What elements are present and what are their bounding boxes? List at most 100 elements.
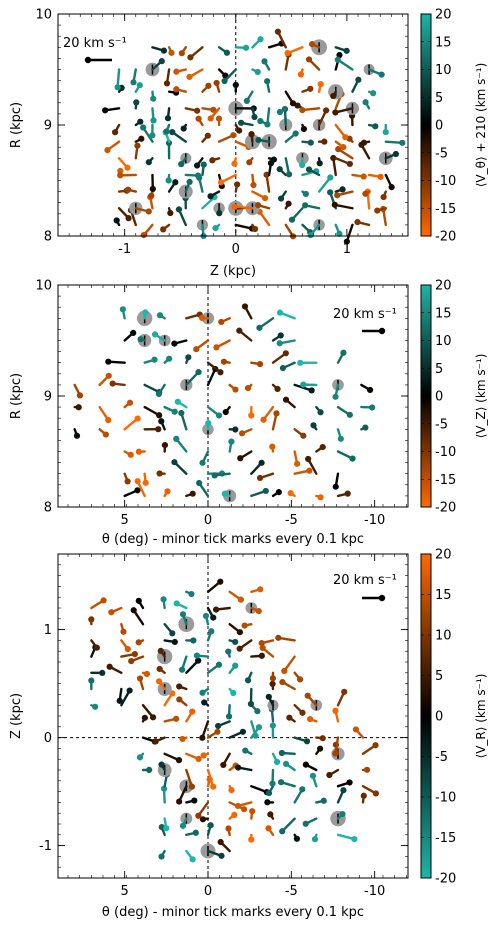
x-tick-label: -10 (364, 513, 385, 528)
vector-head (138, 135, 145, 142)
vector-head (134, 142, 141, 149)
velocity-vector (160, 596, 167, 610)
velocity-vector (184, 107, 201, 114)
velocity-vector (305, 455, 318, 475)
vector-head (255, 136, 262, 144)
vector-head (270, 156, 278, 163)
velocity-vector (119, 306, 126, 320)
velocity-vector (185, 849, 196, 863)
vector-head (279, 678, 286, 686)
y-axis-label-top: R (kpc) (9, 102, 24, 148)
vector-head (199, 459, 206, 466)
vector-head (210, 106, 217, 113)
vector-head (113, 217, 120, 224)
arrow-key-bottom: 20 km s⁻¹ (333, 573, 397, 602)
y-axis-label-middle: R (kpc) (9, 373, 24, 419)
velocity-vector (193, 652, 210, 659)
velocity-vector (140, 223, 154, 239)
velocity-vector (235, 764, 253, 772)
vector-head (242, 44, 250, 51)
vector-head (155, 426, 162, 433)
velocity-vector (213, 202, 225, 217)
vector-head (220, 761, 227, 769)
velocity-vector (367, 173, 384, 180)
velocity-vector (185, 590, 195, 598)
velocity-vector (228, 438, 235, 453)
vector-head (372, 742, 379, 749)
vector-head (258, 459, 265, 466)
velocity-vector (244, 671, 253, 684)
vector-head (88, 616, 95, 623)
vector-head (167, 209, 174, 217)
colorbar-bottom: 20 15 10 5 0 -5 -10 -15 -20 ⟨V_R⟩ (km s⁻¹) (420, 548, 488, 887)
vector-head (195, 115, 202, 122)
vector-head (188, 783, 196, 790)
velocity-vector (88, 677, 95, 691)
vector-head (302, 202, 309, 209)
vector-head (320, 797, 327, 804)
velocity-vector (277, 190, 287, 202)
velocity-vector (187, 46, 204, 61)
velocity-vector (367, 90, 377, 97)
vector-head (326, 771, 333, 779)
velocity-vector (228, 662, 239, 674)
vector-head (232, 386, 239, 393)
velocity-vector (148, 190, 155, 199)
velocity-vector (286, 714, 296, 723)
velocity-vector (198, 312, 215, 325)
vector-head (179, 735, 186, 743)
velocity-vector (302, 761, 318, 772)
vector-head (169, 128, 176, 136)
velocity-vector (281, 655, 296, 674)
vector-head (274, 28, 282, 35)
velocity-vector (279, 361, 296, 372)
velocity-vector (317, 174, 334, 193)
velocity-vector (178, 46, 187, 57)
velocity-vector (90, 703, 99, 710)
velocity-vector (212, 606, 231, 613)
vector-head (201, 699, 208, 706)
vector-head (248, 131, 255, 138)
vector-head (158, 853, 165, 860)
vector-head (195, 812, 202, 819)
arrow-key-top: 20 km s⁻¹ (63, 36, 127, 64)
velocity-vector (135, 448, 146, 455)
velocity-vector (351, 76, 362, 93)
velocity-vector (251, 223, 259, 233)
velocity-vector (174, 398, 188, 409)
velocity-vector (336, 450, 356, 462)
vector-head (207, 822, 214, 829)
velocity-vector (301, 139, 314, 146)
velocity-vector (228, 426, 239, 433)
velocity-vector (228, 383, 239, 393)
vector-head (231, 811, 238, 818)
velocity-vector (276, 309, 296, 320)
x-axis-label-bottom: θ (deg) - minor tick marks every 0.1 kpc (102, 905, 364, 920)
vector-head (305, 455, 312, 463)
velocity-vector (199, 687, 210, 696)
velocity-vector (231, 157, 238, 167)
vector-head (105, 358, 112, 365)
vector-head (160, 47, 168, 54)
vector-head (282, 350, 289, 357)
vector-head (332, 483, 339, 490)
velocity-vector (250, 459, 265, 475)
vector-head (352, 726, 360, 733)
velocity-vector (145, 58, 165, 77)
velocity-vector (238, 428, 253, 437)
velocity-vector (282, 396, 296, 409)
velocity-vector (196, 479, 210, 498)
colorbar-tick-label: -5 (435, 750, 448, 765)
vector-head (311, 836, 319, 843)
vector-head (193, 652, 201, 659)
vector-head (354, 219, 361, 226)
vector-head (343, 47, 350, 54)
velocity-vector (134, 135, 145, 143)
velocity-vector (173, 435, 188, 453)
vector-head (176, 696, 183, 703)
velocity-vector (301, 190, 309, 198)
velocity-vector (136, 309, 153, 327)
vector-head (237, 596, 245, 603)
velocity-vector (201, 699, 210, 707)
